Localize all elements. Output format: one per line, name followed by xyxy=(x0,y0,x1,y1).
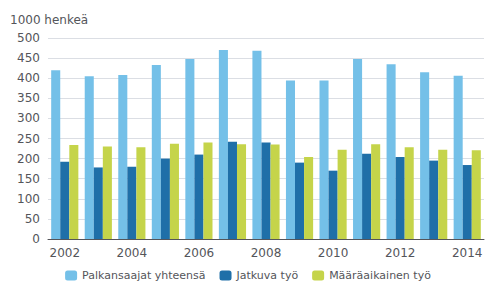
svg-text:150: 150 xyxy=(17,172,40,186)
svg-text:2004: 2004 xyxy=(117,246,148,260)
svg-text:2012: 2012 xyxy=(385,246,416,260)
svg-text:250: 250 xyxy=(17,132,40,146)
svg-text:2014: 2014 xyxy=(452,246,483,260)
svg-text:2008: 2008 xyxy=(251,246,282,260)
svg-text:350: 350 xyxy=(17,91,40,105)
svg-text:2006: 2006 xyxy=(184,246,215,260)
svg-text:Jatkuva työ: Jatkuva työ xyxy=(236,269,299,282)
svg-text:200: 200 xyxy=(17,152,40,166)
svg-text:450: 450 xyxy=(17,51,40,65)
svg-text:300: 300 xyxy=(17,111,40,125)
svg-text:50: 50 xyxy=(25,212,40,226)
svg-text:500: 500 xyxy=(17,31,40,45)
svg-text:1000 henkeä: 1000 henkeä xyxy=(10,13,88,27)
svg-text:100: 100 xyxy=(17,192,40,206)
svg-text:2002: 2002 xyxy=(49,246,80,260)
svg-text:400: 400 xyxy=(17,71,40,85)
svg-text:2010: 2010 xyxy=(318,246,349,260)
svg-text:0: 0 xyxy=(32,232,40,246)
svg-text:Määräaikainen työ: Määräaikainen työ xyxy=(329,269,431,282)
svg-text:Palkansaajat yhteensä: Palkansaajat yhteensä xyxy=(82,269,205,282)
